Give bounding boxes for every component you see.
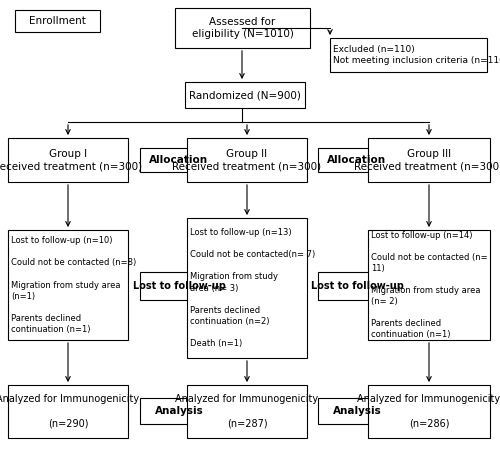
Text: Group III
Received treatment (n=300): Group III Received treatment (n=300) (354, 149, 500, 171)
Text: Group II
Received treatment (n=300): Group II Received treatment (n=300) (172, 149, 322, 171)
Bar (187, 218, 307, 358)
Bar (15, 10, 100, 32)
Text: Analyzed for Immunogenicity

(n=290): Analyzed for Immunogenicity (n=290) (0, 394, 140, 429)
Bar (330, 38, 487, 72)
Bar (8, 138, 128, 182)
Bar (187, 138, 307, 182)
Bar (140, 398, 218, 424)
Text: Randomized (N=900): Randomized (N=900) (189, 90, 301, 100)
Bar (140, 272, 218, 300)
Bar (318, 272, 396, 300)
Text: Enrollment: Enrollment (29, 16, 86, 26)
Bar (187, 385, 307, 438)
Text: Lost to follow-up: Lost to follow-up (132, 281, 226, 291)
Text: Analysis: Analysis (154, 406, 204, 416)
Text: Excluded (n=110)
Not meeting inclusion criteria (n=110): Excluded (n=110) Not meeting inclusion c… (333, 45, 500, 65)
Bar (8, 230, 128, 340)
Bar (368, 138, 490, 182)
Text: Lost to follow-up (n=13)

Could not be contacted(n= 7)

Migration from study
are: Lost to follow-up (n=13) Could not be co… (190, 228, 316, 348)
Text: Lost to follow-up (n=10)

Could not be contacted (n=8)

Migration from study are: Lost to follow-up (n=10) Could not be co… (11, 236, 136, 334)
Bar (140, 148, 218, 172)
Bar (8, 385, 128, 438)
Text: Lost to follow-up: Lost to follow-up (310, 281, 404, 291)
Text: Analyzed for Immunogenicity

(n=286): Analyzed for Immunogenicity (n=286) (358, 394, 500, 429)
Text: Group I
Received treatment (n=300): Group I Received treatment (n=300) (0, 149, 142, 171)
Bar (185, 82, 305, 108)
Bar (318, 398, 396, 424)
Bar (318, 148, 396, 172)
Text: Analyzed for Immunogenicity

(n=287): Analyzed for Immunogenicity (n=287) (176, 394, 318, 429)
Text: Allocation: Allocation (328, 155, 386, 165)
Text: Lost to follow-up (n=14)

Could not be contacted (n=
11)

Migration from study a: Lost to follow-up (n=14) Could not be co… (371, 230, 488, 340)
Text: Analysis: Analysis (332, 406, 382, 416)
Bar (368, 385, 490, 438)
Bar (175, 8, 310, 48)
Text: Assessed for
eligibility (N=1010): Assessed for eligibility (N=1010) (192, 17, 294, 39)
Bar (368, 230, 490, 340)
Text: Allocation: Allocation (150, 155, 208, 165)
